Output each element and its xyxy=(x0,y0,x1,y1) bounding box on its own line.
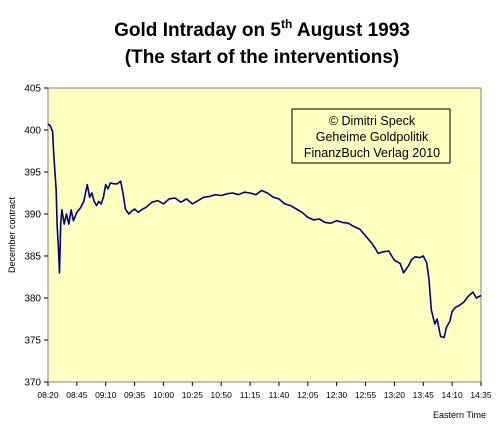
x-tick-label: 08:20 xyxy=(37,390,59,400)
y-axis-ticks: 370 375 380 385 390 395 400 405 xyxy=(24,84,48,389)
x-axis-ticks: 08:20 08:45 09:10 09:35 10:00 10:25 10:50 11:15… xyxy=(37,382,492,400)
x-tick-label: 14:35 xyxy=(470,390,492,400)
chart-title-main: Gold Intraday on 5 xyxy=(114,20,281,41)
y-tick-label: 400 xyxy=(24,126,41,137)
y-tick-label: 380 xyxy=(24,294,41,305)
x-tick-label: 10:25 xyxy=(182,390,204,400)
copyright-note-line-2: Geheime Goldpolitik xyxy=(316,130,429,144)
x-tick-label: 10:00 xyxy=(153,390,175,400)
y-tick-label: 375 xyxy=(24,336,41,347)
chart-title-line-1: Gold Intraday on 5th August 1993 xyxy=(114,17,410,41)
chart-title-superscript: th xyxy=(281,17,292,31)
copyright-note-line-1: © Dimitri Speck xyxy=(329,114,416,128)
x-tick-label: 08:45 xyxy=(66,390,88,400)
y-tick-label: 405 xyxy=(24,84,41,95)
chart-title-line-2: (The start of the interventions) xyxy=(125,47,399,68)
x-tick-label: 12:55 xyxy=(355,390,377,400)
x-tick-label: 13:20 xyxy=(384,390,406,400)
y-tick-label: 385 xyxy=(24,252,41,263)
copyright-note-line-3: FinanzBuch Verlag 2010 xyxy=(304,146,440,160)
x-tick-label: 09:35 xyxy=(124,390,146,400)
x-tick-label: 11:40 xyxy=(269,390,290,400)
x-tick-label: 12:05 xyxy=(297,390,319,400)
x-axis-label: Eastern Time xyxy=(433,410,486,420)
y-tick-label: 395 xyxy=(24,168,41,179)
gold-price-line xyxy=(47,123,482,339)
x-tick-label: 09:10 xyxy=(95,390,117,400)
x-tick-label: 12:30 xyxy=(326,390,348,400)
y-axis-label: December contract xyxy=(7,196,17,273)
chart-title-end: August 1993 xyxy=(292,20,410,41)
y-tick-label: 390 xyxy=(24,210,41,221)
x-tick-label: 14:10 xyxy=(441,390,463,400)
x-tick-label: 11:15 xyxy=(240,390,261,400)
y-tick-label: 370 xyxy=(24,378,41,389)
copyright-note-box: © Dimitri Speck Geheime Goldpolitik Fina… xyxy=(291,108,451,164)
x-tick-label: 13:45 xyxy=(413,390,435,400)
x-tick-label: 10:50 xyxy=(211,390,233,400)
